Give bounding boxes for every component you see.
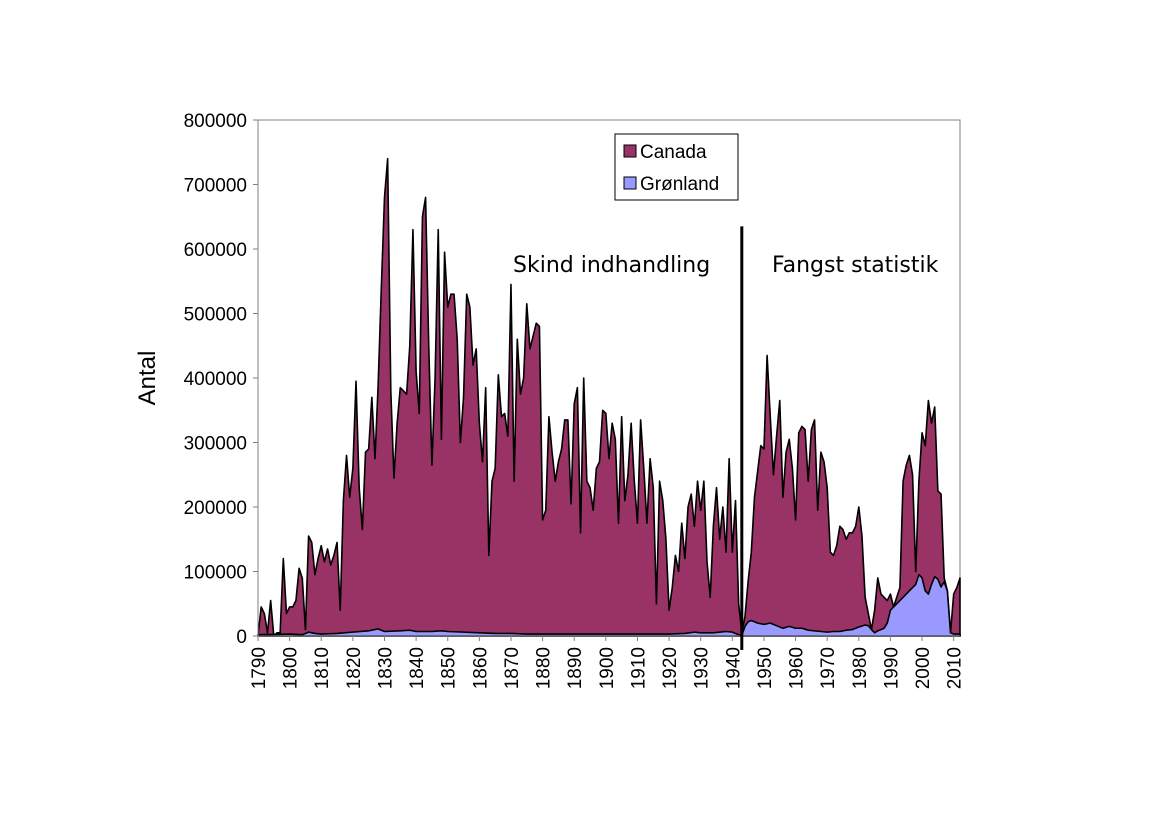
- y-tick-label: 400000: [184, 369, 247, 390]
- series-areas: [257, 157, 961, 637]
- x-tick-label: 1860: [470, 647, 491, 689]
- x-tick-label: 1910: [628, 647, 649, 689]
- series-area-gronland: [257, 573, 961, 637]
- x-tick-label: 1880: [534, 647, 555, 689]
- x-tick-label: 1900: [597, 647, 618, 689]
- x-tick-label: 1790: [249, 647, 270, 689]
- x-tick-label: 1820: [344, 647, 365, 689]
- x-tick-label: 1970: [818, 647, 839, 689]
- y-axis-label: Antal: [134, 351, 161, 406]
- x-tick-label: 1920: [660, 647, 681, 689]
- x-tick-label: 2010: [945, 647, 966, 689]
- y-tick-label: 600000: [184, 240, 247, 261]
- x-axis-ticks: 1790 1800 1810 1820 1830 1840 1850 1860 1870 1880…: [249, 636, 966, 689]
- x-tick-label: 1800: [281, 647, 302, 689]
- y-tick-label: 500000: [184, 305, 247, 326]
- x-tick-label: 1990: [881, 647, 902, 689]
- legend: Canada Grønland: [614, 133, 739, 201]
- y-tick-label: 800000: [184, 111, 247, 132]
- y-tick-label: 300000: [184, 434, 247, 455]
- y-axis-ticks: 0 100000 200000 300000 400000 500000 600000 700…: [184, 111, 258, 648]
- x-tick-label: 1950: [755, 647, 776, 689]
- legend-label-canada: Canada: [640, 142, 707, 163]
- y-tick-label: 100000: [184, 563, 247, 584]
- x-tick-label: 1870: [502, 647, 523, 689]
- y-tick-label: 700000: [184, 176, 247, 197]
- legend-label-gronland: Grønland: [640, 174, 719, 195]
- legend-swatch-gronland: [623, 176, 637, 190]
- x-tick-label: 1830: [375, 647, 396, 689]
- x-tick-label: 2000: [913, 647, 934, 689]
- annotation-skind-indhandling: Skind indhandling: [513, 253, 710, 278]
- x-tick-label: 1940: [723, 647, 744, 689]
- x-tick-label: 1850: [439, 647, 460, 689]
- y-tick-label: 200000: [184, 498, 247, 519]
- x-tick-label: 1840: [407, 647, 428, 689]
- x-tick-label: 1890: [565, 647, 586, 689]
- legend-swatch-canada: [623, 144, 637, 158]
- x-tick-label: 1930: [692, 647, 713, 689]
- y-tick-label: 0: [236, 627, 247, 648]
- x-tick-label: 1980: [850, 647, 871, 689]
- x-tick-label: 1960: [787, 647, 808, 689]
- x-tick-label: 1810: [312, 647, 333, 689]
- series-area-canada: [257, 157, 961, 637]
- annotation-fangst-statistik: Fangst statistik: [772, 253, 939, 278]
